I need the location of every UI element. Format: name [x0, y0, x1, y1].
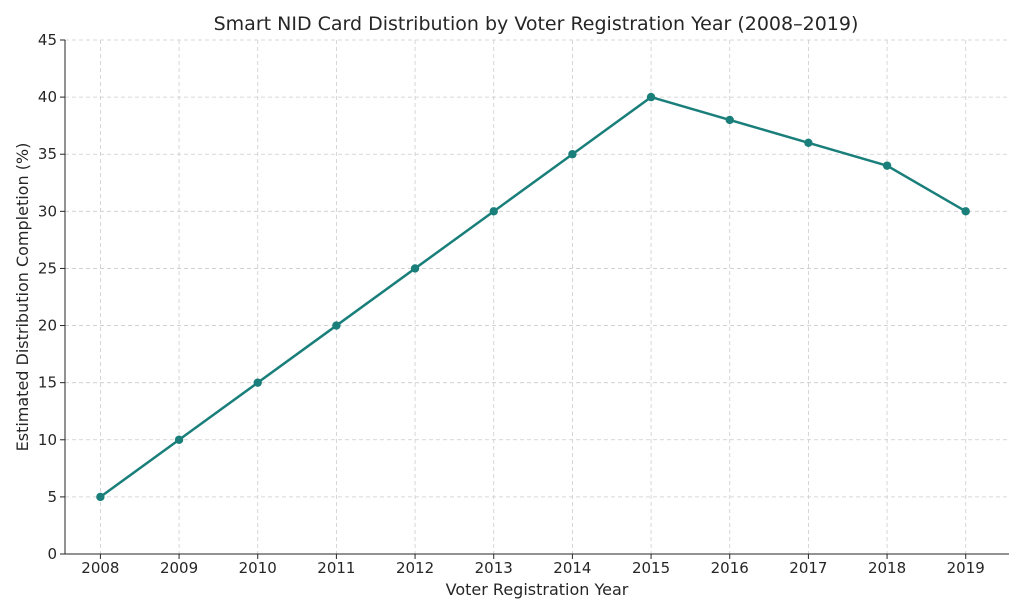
x-tick-label: 2009: [160, 559, 198, 577]
chart-title: Smart NID Card Distribution by Voter Reg…: [214, 13, 859, 35]
x-tick-label: 2008: [81, 559, 119, 577]
y-tick-label: 25: [38, 259, 57, 277]
x-tick-label: 2016: [711, 559, 749, 577]
y-tick-label: 30: [38, 202, 57, 220]
data-point: [410, 264, 420, 273]
series-layer: [96, 92, 970, 502]
data-point: [725, 115, 734, 125]
y-tick-label: 15: [38, 374, 57, 392]
y-axis-ticks: 0 5 10 15 20 25 30 35 40 45: [38, 31, 65, 563]
x-tick-label: 2018: [868, 559, 906, 577]
y-tick-label: 10: [38, 431, 57, 449]
x-tick-label: 2017: [789, 559, 827, 577]
y-axis-label: Estimated Distribution Completion (%): [13, 143, 32, 452]
x-axis-label: Voter Registration Year: [446, 580, 629, 599]
data-point: [646, 92, 656, 102]
data-point: [804, 138, 813, 147]
y-tick-label: 20: [38, 317, 57, 335]
y-tick-label: 45: [38, 31, 57, 49]
data-point: [332, 321, 341, 330]
series-line: [99, 95, 967, 498]
axes: [64, 40, 1009, 555]
y-tick-label: 35: [38, 145, 57, 163]
x-tick-label: 2011: [317, 559, 355, 577]
x-tick-label: 2010: [239, 559, 277, 577]
data-point: [253, 378, 262, 387]
data-point: [882, 161, 892, 170]
data-point: [568, 150, 577, 159]
data-point: [96, 492, 105, 502]
x-tick-label: 2014: [553, 559, 591, 577]
x-tick-label: 2015: [632, 559, 670, 577]
x-axis-ticks: 2008 2009 2010 2011 2012 2013 2014 2015 2016 2017…: [81, 554, 985, 577]
data-point: [174, 435, 184, 444]
x-tick-label: 2019: [947, 559, 985, 577]
y-tick-label: 40: [38, 88, 57, 106]
y-tick-label: 5: [47, 488, 57, 506]
data-point: [961, 207, 970, 216]
x-tick-label: 2013: [475, 559, 513, 577]
x-tick-label: 2012: [396, 559, 434, 577]
grid: [65, 39, 1009, 555]
data-point: [489, 207, 498, 216]
y-tick-label: 0: [47, 545, 57, 563]
